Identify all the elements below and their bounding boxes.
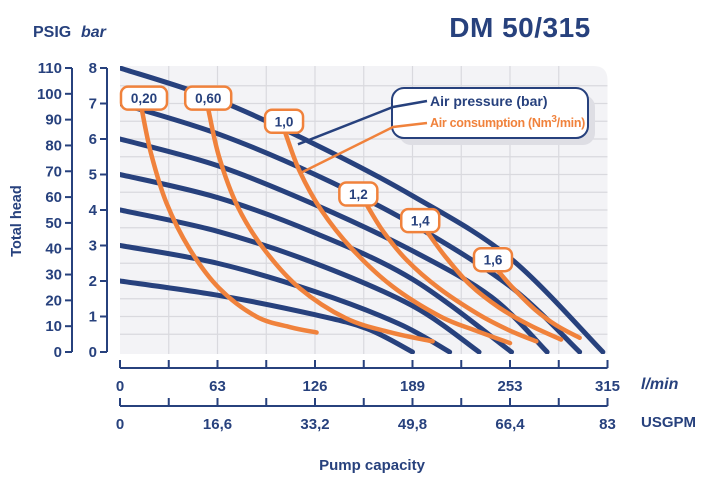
tick-label: 63 (209, 378, 226, 395)
usgpm-axis-unit: USGPM (641, 414, 697, 431)
tick-label: 0 (89, 344, 97, 361)
tick-label: 5 (89, 167, 97, 184)
lmin-axis-unit: l/min (641, 376, 679, 393)
air-pressure-curve-4bar (120, 207, 482, 354)
chart-title: DM 50/315 (449, 12, 591, 43)
curve-label-1,0: 1,0 (275, 114, 294, 129)
tick-label: 253 (497, 378, 522, 395)
tick-label: 0 (54, 344, 62, 361)
air-consumption-curve-1,4 (425, 230, 564, 342)
legend-pointer-air-pressure (297, 99, 428, 146)
air-consumption-curves (139, 96, 582, 346)
tick-label: 60 (45, 189, 62, 206)
tick-label: 0 (116, 416, 124, 433)
curve-label-1,6: 1,6 (484, 253, 503, 268)
tick-label: 7 (89, 96, 97, 113)
tick-label: 0 (116, 378, 124, 395)
air-pressure-curve-2bar (120, 278, 415, 354)
tick-label: 10 (45, 318, 62, 335)
tick-label: 1 (89, 309, 97, 326)
tick-label: 49,8 (398, 416, 427, 433)
tick-label: 189 (400, 378, 425, 395)
curve-label-1,2: 1,2 (349, 187, 368, 202)
tick-label: 3 (89, 238, 97, 255)
tick-label: 8 (89, 60, 97, 77)
psig-axis-unit: PSIG (33, 24, 72, 41)
tick-label: 70 (45, 163, 62, 180)
air-consumption-curve-1,6 (495, 268, 582, 341)
x-axis-label: Pump capacity (319, 457, 425, 474)
air-consumption-curve-0,60 (205, 106, 435, 344)
tick-label: 33,2 (300, 416, 329, 433)
tick-label: 20 (45, 292, 62, 309)
curve-label-box (472, 246, 514, 273)
tick-label: 315 (595, 378, 620, 395)
y-axis-label: Total head (9, 185, 25, 257)
tick-label: 83 (599, 416, 616, 433)
curve-label-0,20: 0,20 (131, 91, 157, 106)
legend-air-consumption-label: Air consumption (Nm3/min) (430, 114, 586, 130)
legend-air-pressure-label: Air pressure (bar) (430, 93, 548, 109)
curve-label-box (183, 85, 233, 111)
legend-pointer-air-consumption (300, 121, 428, 174)
tick-label: 30 (45, 267, 62, 284)
air-consumption-curve-1,2 (365, 204, 539, 344)
tick-label: 40 (45, 241, 62, 258)
bar-axis-unit: bar (81, 24, 106, 41)
curve-label-box (338, 181, 379, 207)
air-pressure-curve-5bar (120, 172, 515, 354)
tick-label: 110 (38, 60, 62, 77)
curve-label-1,4: 1,4 (411, 214, 430, 229)
tick-label: 80 (45, 137, 62, 154)
tick-label: 2 (89, 273, 97, 290)
tick-label: 100 (37, 86, 62, 103)
curve-label-box (119, 85, 169, 111)
curve-label-box (399, 207, 441, 234)
curve-label-0,60: 0,60 (195, 91, 221, 106)
air-consumption-curve-1,0 (283, 131, 513, 346)
tick-label: 50 (45, 215, 62, 232)
tick-label: 4 (89, 202, 98, 219)
legend: Air pressure (bar) Air consumption (Nm3/… (430, 90, 588, 134)
legend-box (391, 87, 589, 139)
tick-label: 126 (302, 378, 327, 395)
air-pressure-curve-6bar (120, 136, 550, 354)
tick-label: 6 (89, 131, 97, 148)
tick-label: 66,4 (495, 416, 525, 433)
curve-label-box (263, 108, 305, 134)
air-consumption-curve-0,20 (139, 106, 319, 335)
axes (65, 67, 609, 407)
tick-label: 90 (45, 112, 62, 129)
air-pressure-curve-3bar (120, 243, 453, 354)
tick-label: 16,6 (203, 416, 232, 433)
